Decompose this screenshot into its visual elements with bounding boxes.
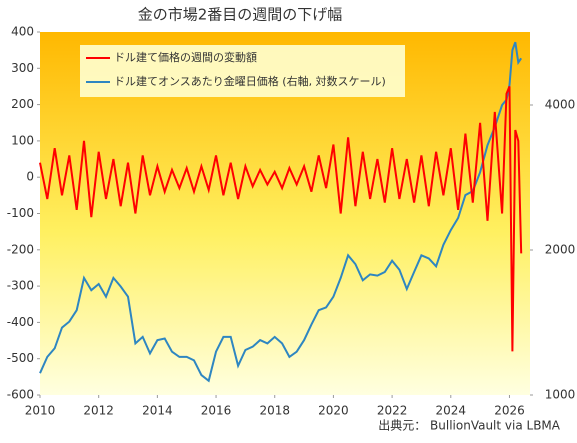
chart-title: 金の市場2番目の週間の下げ幅 [138,6,343,24]
y-tick-label: -200 [7,242,34,256]
y-tick-label: -500 [7,351,34,365]
x-tick-label: 2018 [259,404,290,418]
y-tick-label: 100 [11,133,34,147]
series-line [39,86,523,352]
y-tick-label: -300 [7,279,34,293]
y-tick-label: 200 [11,97,34,111]
x-tick-label: 2014 [142,404,173,418]
y2-tick-label: 4000 [545,97,576,111]
legend-label: ドル建て価格の週間の変動額 [114,50,257,64]
legend-label: ドル建てオンスあたり金曜日価格 (右軸, 対数スケール) [114,74,386,88]
y-tick-label: 300 [11,61,34,75]
x-tick-label: 2010 [25,404,56,418]
y2-tick-label: 2000 [545,242,576,256]
x-tick-label: 2026 [494,404,525,418]
y-tick-label: 0 [26,170,34,184]
x-tick-label: 2020 [318,404,349,418]
y-tick-label: 400 [11,25,34,39]
x-tick-label: 2024 [436,404,467,418]
series-line [39,41,523,383]
x-tick-label: 2012 [83,404,114,418]
legend [80,45,405,97]
x-tick-label: 2016 [201,404,232,418]
y-tick-label: -400 [7,315,34,329]
x-tick-label: 2022 [377,404,408,418]
source: 出典元： BullionVault via LBMA [378,419,561,433]
y-tick-label: -600 [7,388,34,402]
y2-tick-label: 1000 [545,388,576,402]
y-tick-label: -100 [7,206,34,220]
